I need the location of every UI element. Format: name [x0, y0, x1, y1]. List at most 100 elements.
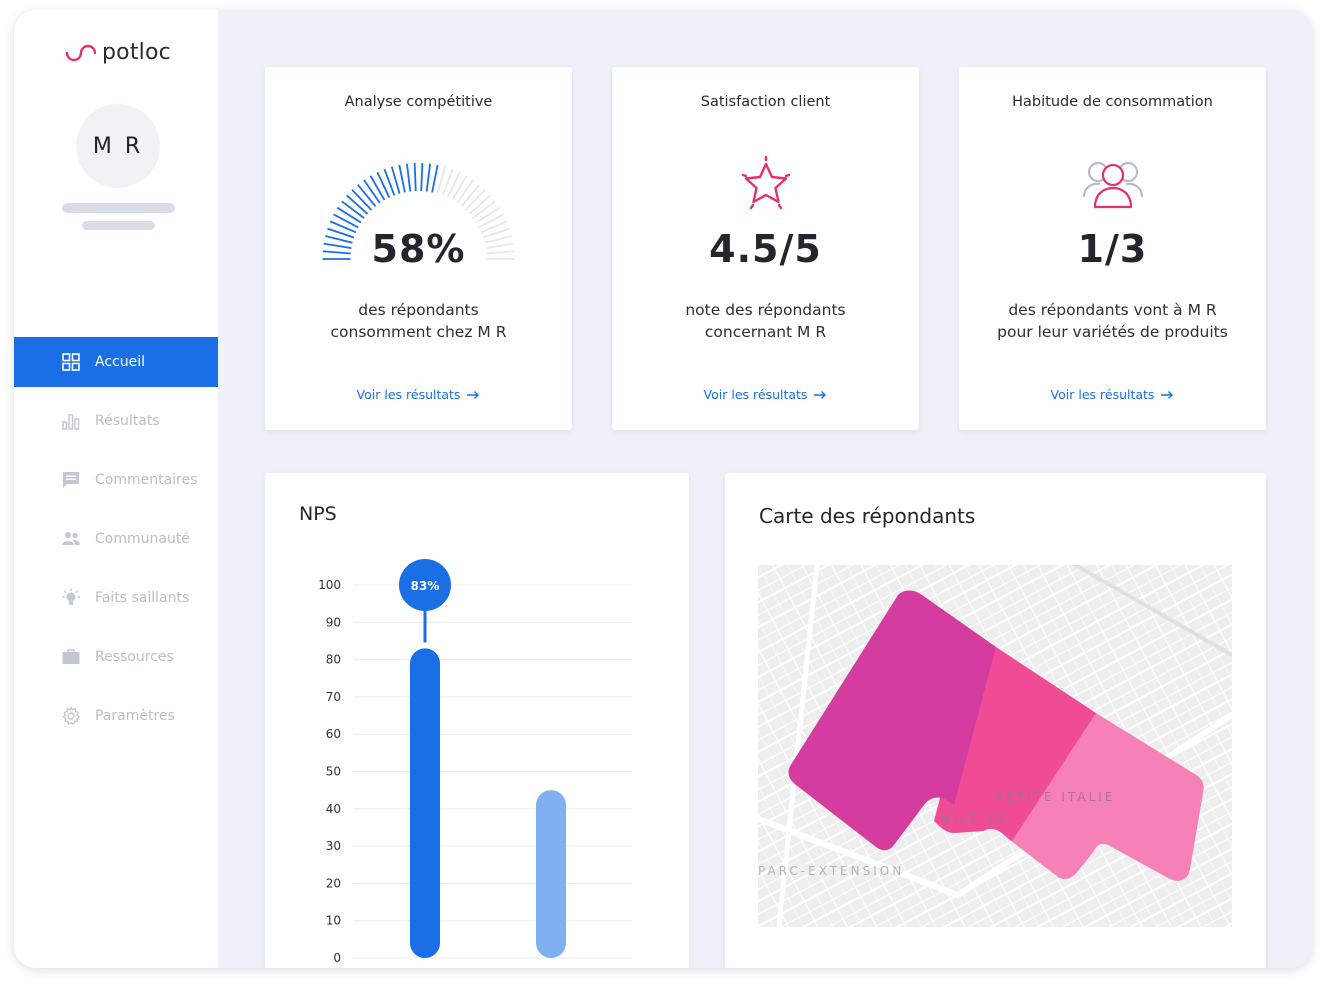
- arrow-right-icon: [467, 390, 480, 399]
- link-label: Voir les résultats: [1050, 387, 1155, 402]
- map-label-mile-ex: MILE-EX: [940, 812, 1009, 826]
- sidebar-item-label: Paramètres: [95, 708, 175, 724]
- card-description-line: des répondants: [358, 301, 479, 319]
- sidebar-item-parametres[interactable]: Paramètres: [14, 691, 218, 741]
- map-zone-1[interactable]: [788, 590, 996, 851]
- y-tick-label: 60: [326, 727, 341, 741]
- map-road: [776, 565, 820, 927]
- gauge-tick: [480, 220, 508, 234]
- gauge-tick: [472, 200, 496, 219]
- card-value: 58%: [371, 227, 466, 271]
- voir-resultats-link[interactable]: Voir les résultats: [612, 387, 919, 402]
- avatar-initials: M R: [92, 133, 144, 159]
- avatar[interactable]: M R: [76, 104, 160, 188]
- gauge-tick: [456, 179, 474, 204]
- map-label-petite-italie: PETITE ITALIE: [996, 790, 1115, 804]
- link-label: Voir les résultats: [356, 387, 461, 402]
- card-description-line: pour leur variétés de produits: [997, 323, 1228, 341]
- sidebar-item-label: Résultats: [95, 413, 160, 429]
- map-label-parc-extension: PARC-EXTENSION: [758, 864, 904, 878]
- sidebar-item-communaute[interactable]: Communauté: [14, 514, 218, 564]
- sidebar-item-commentaires[interactable]: Commentaires: [14, 455, 218, 505]
- y-tick-label: 0: [333, 951, 341, 965]
- nps-bar[interactable]: [536, 790, 566, 958]
- gauge-tick: [346, 194, 369, 215]
- grid-icon: [62, 353, 80, 371]
- link-label: Voir les résultats: [703, 387, 808, 402]
- app-window: potloc M R Accueil Résultats: [14, 10, 1312, 968]
- sidebar-item-faits-saillants[interactable]: Faits saillants: [14, 573, 218, 623]
- map-card: Carte des répondants PETITE ITALIE: [725, 473, 1266, 968]
- y-tick-label: 90: [326, 615, 341, 629]
- gauge-tick: [327, 227, 355, 239]
- gauge-tick: [482, 227, 510, 239]
- people-icon: [62, 532, 80, 545]
- nps-bar[interactable]: [410, 648, 440, 958]
- card-value: 4.5/5: [709, 227, 822, 271]
- voir-resultats-link[interactable]: Voir les résultats: [959, 387, 1266, 402]
- gauge-tick: [475, 206, 501, 224]
- respondents-map[interactable]: PETITE ITALIE MILE-EX PARC-EXTENSION: [758, 565, 1232, 927]
- y-tick-label: 30: [326, 839, 341, 853]
- gauge-tick: [446, 171, 461, 198]
- gauge-tick: [376, 171, 391, 198]
- nps-title: NPS: [299, 503, 337, 525]
- card-description-line: note des répondants: [685, 301, 846, 319]
- gauge-tick: [413, 163, 417, 192]
- sidebar-item-label: Commentaires: [95, 472, 198, 488]
- card-icon-wrap: [959, 155, 1266, 213]
- sidebar-item-accueil[interactable]: Accueil: [14, 337, 218, 387]
- card-title: Analyse compétitive: [344, 94, 493, 110]
- sidebar-item-label: Faits saillants: [95, 590, 190, 606]
- gauge-tick: [325, 235, 353, 244]
- sidebar: potloc M R Accueil Résultats: [14, 10, 218, 968]
- map-road: [1071, 565, 1232, 657]
- user-name-placeholder: [62, 203, 175, 213]
- card-title: Satisfaction client: [700, 94, 831, 110]
- gauge-tick: [468, 194, 491, 215]
- sidebar-item-label: Communauté: [95, 531, 190, 547]
- nps-bubble-label: 83%: [411, 579, 440, 593]
- voir-resultats-link[interactable]: Voir les résultats: [265, 387, 572, 402]
- arrow-right-icon: [814, 390, 827, 399]
- y-tick-label: 50: [326, 765, 341, 779]
- gauge-tick: [357, 184, 377, 207]
- gauge-tick: [341, 200, 365, 219]
- gauge-tick: [329, 220, 357, 234]
- gauge-tick: [333, 213, 359, 229]
- gauge-tick: [383, 168, 396, 196]
- gauge-tick: [390, 166, 401, 194]
- logo[interactable]: potloc: [64, 40, 171, 65]
- user-role-placeholder: [82, 221, 155, 230]
- gauge-tick: [323, 242, 352, 249]
- gear-icon: [62, 706, 81, 725]
- card-icon-wrap: [612, 155, 919, 213]
- sidebar-item-label: Ressources: [95, 649, 174, 665]
- gauge-tick: [425, 163, 431, 192]
- card-description: des répondants vont à M R pour leur vari…: [969, 299, 1256, 343]
- nps-card: NPS 0 10 20 30 40 50 60 70 80 90 100 83%: [265, 473, 689, 968]
- gauge-tick: [484, 235, 512, 244]
- gauge-tick: [363, 179, 381, 204]
- gauge-tick: [420, 163, 424, 192]
- gauge-icon: [322, 163, 515, 260]
- bar-chart-icon: [62, 414, 80, 430]
- gauge-tick: [369, 175, 386, 201]
- gauge-tick: [478, 213, 504, 229]
- gauge-tick: [441, 168, 454, 196]
- gauge-tick: [406, 163, 412, 192]
- y-tick-label: 80: [326, 653, 341, 667]
- gauge-tick: [351, 189, 373, 211]
- nps-bubble: [399, 559, 451, 611]
- card-description-line: consomment chez M R: [330, 323, 507, 341]
- sidebar-item-label: Accueil: [95, 354, 145, 370]
- sidebar-item-ressources[interactable]: Ressources: [14, 632, 218, 682]
- sidebar-item-resultats[interactable]: Résultats: [14, 396, 218, 446]
- lightbulb-icon: [62, 588, 80, 605]
- arrow-right-icon: [1161, 390, 1174, 399]
- y-tick-label: 10: [326, 914, 341, 928]
- gauge-tick: [451, 175, 468, 201]
- star-icon: [741, 155, 790, 210]
- y-tick-label: 70: [326, 690, 341, 704]
- card-description-line: des répondants vont à M R: [1008, 301, 1217, 319]
